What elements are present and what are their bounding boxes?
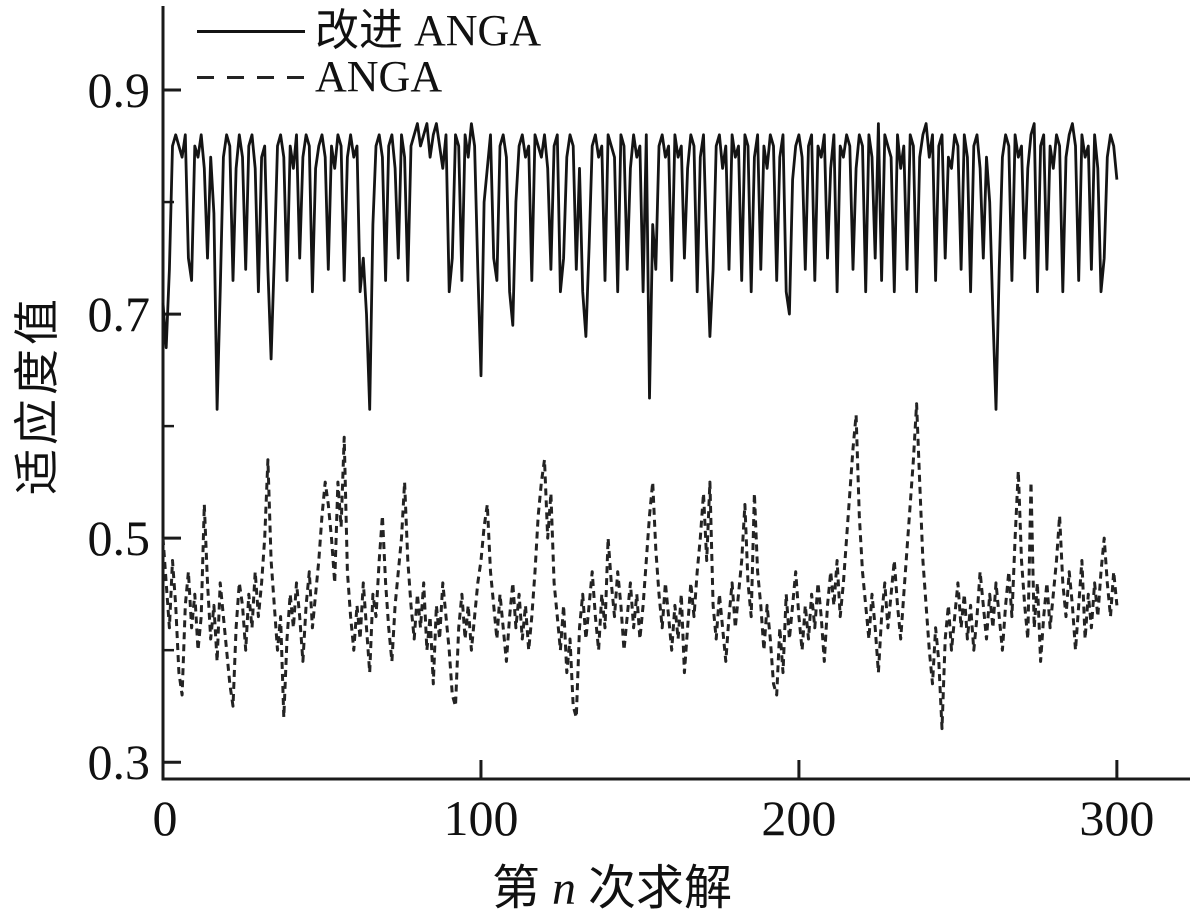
y-axis-title: 适应度值 xyxy=(12,295,63,495)
x-tick-label: 300 xyxy=(1079,790,1154,846)
x-axis-title: 第 n 次求解 xyxy=(492,848,732,918)
y-tick-label: 0.5 xyxy=(88,510,151,566)
solid-line-sample-icon xyxy=(197,29,305,33)
x-axis-title-prefix: 第 xyxy=(491,862,540,915)
series-line-improved-anga xyxy=(161,122,1119,411)
legend-item-anga: ANGA xyxy=(197,54,541,100)
x-tick-label: 200 xyxy=(761,790,836,846)
legend: 改进 ANGA ANGA xyxy=(197,8,541,100)
x-tick-label: 100 xyxy=(443,790,518,846)
dashed-line-sample-icon xyxy=(197,75,305,79)
y-tick-label: 0.3 xyxy=(88,734,151,790)
legend-label: ANGA xyxy=(315,52,443,101)
x-tick-label: 0 xyxy=(153,790,178,846)
series-line-anga xyxy=(161,402,1119,731)
x-axis-title-suffix: 次求解 xyxy=(588,862,733,915)
x-axis-title-variable: n xyxy=(552,862,576,915)
legend-item-improved-anga: 改进 ANGA xyxy=(197,8,541,54)
legend-label: 改进 ANGA xyxy=(315,6,542,55)
y-tick-label: 0.9 xyxy=(88,62,151,118)
y-tick-label: 0.7 xyxy=(88,286,151,342)
